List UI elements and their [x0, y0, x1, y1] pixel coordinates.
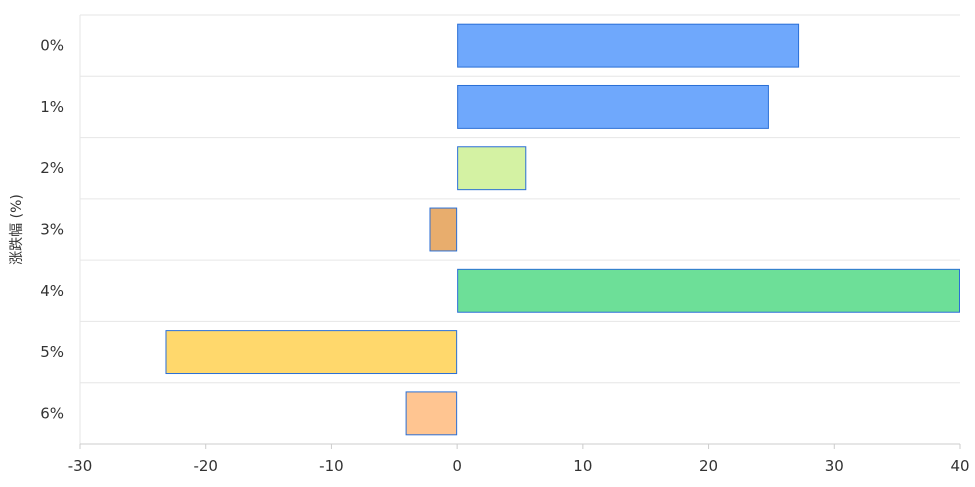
y-tick-labels: 0% 1% 2% 3% 4% 5% 6% [40, 37, 64, 423]
x-tick-label: 0 [452, 457, 462, 475]
bar-series [165, 23, 960, 436]
y-tick-label: 2% [40, 159, 64, 177]
bar [457, 23, 800, 68]
y-tick-label: 5% [40, 343, 64, 361]
y-tick-label: 6% [40, 404, 64, 422]
x-tick-label: 10 [573, 457, 592, 475]
x-tick-label: -10 [319, 457, 344, 475]
x-tick-label: 30 [825, 457, 844, 475]
bar [457, 84, 769, 129]
x-tick-labels: -30 -20 -10 0 10 20 30 40 [68, 444, 970, 475]
y-axis-title: 涨跌幅 (%) [9, 194, 25, 265]
x-tick-label: 20 [699, 457, 718, 475]
x-tick-label: 40 [950, 457, 969, 475]
axes [79, 15, 960, 445]
bar [457, 146, 527, 191]
x-tick-label: -20 [193, 457, 218, 475]
bar [429, 207, 458, 252]
y-tick-label: 0% [40, 37, 64, 55]
x-tick-label: -30 [68, 457, 93, 475]
bar [165, 330, 458, 375]
y-tick-label: 3% [40, 221, 64, 239]
y-tick-label: 4% [40, 282, 64, 300]
grid [80, 14, 960, 445]
y-tick-label: 1% [40, 98, 64, 116]
bar [457, 268, 960, 313]
bar [405, 391, 458, 436]
